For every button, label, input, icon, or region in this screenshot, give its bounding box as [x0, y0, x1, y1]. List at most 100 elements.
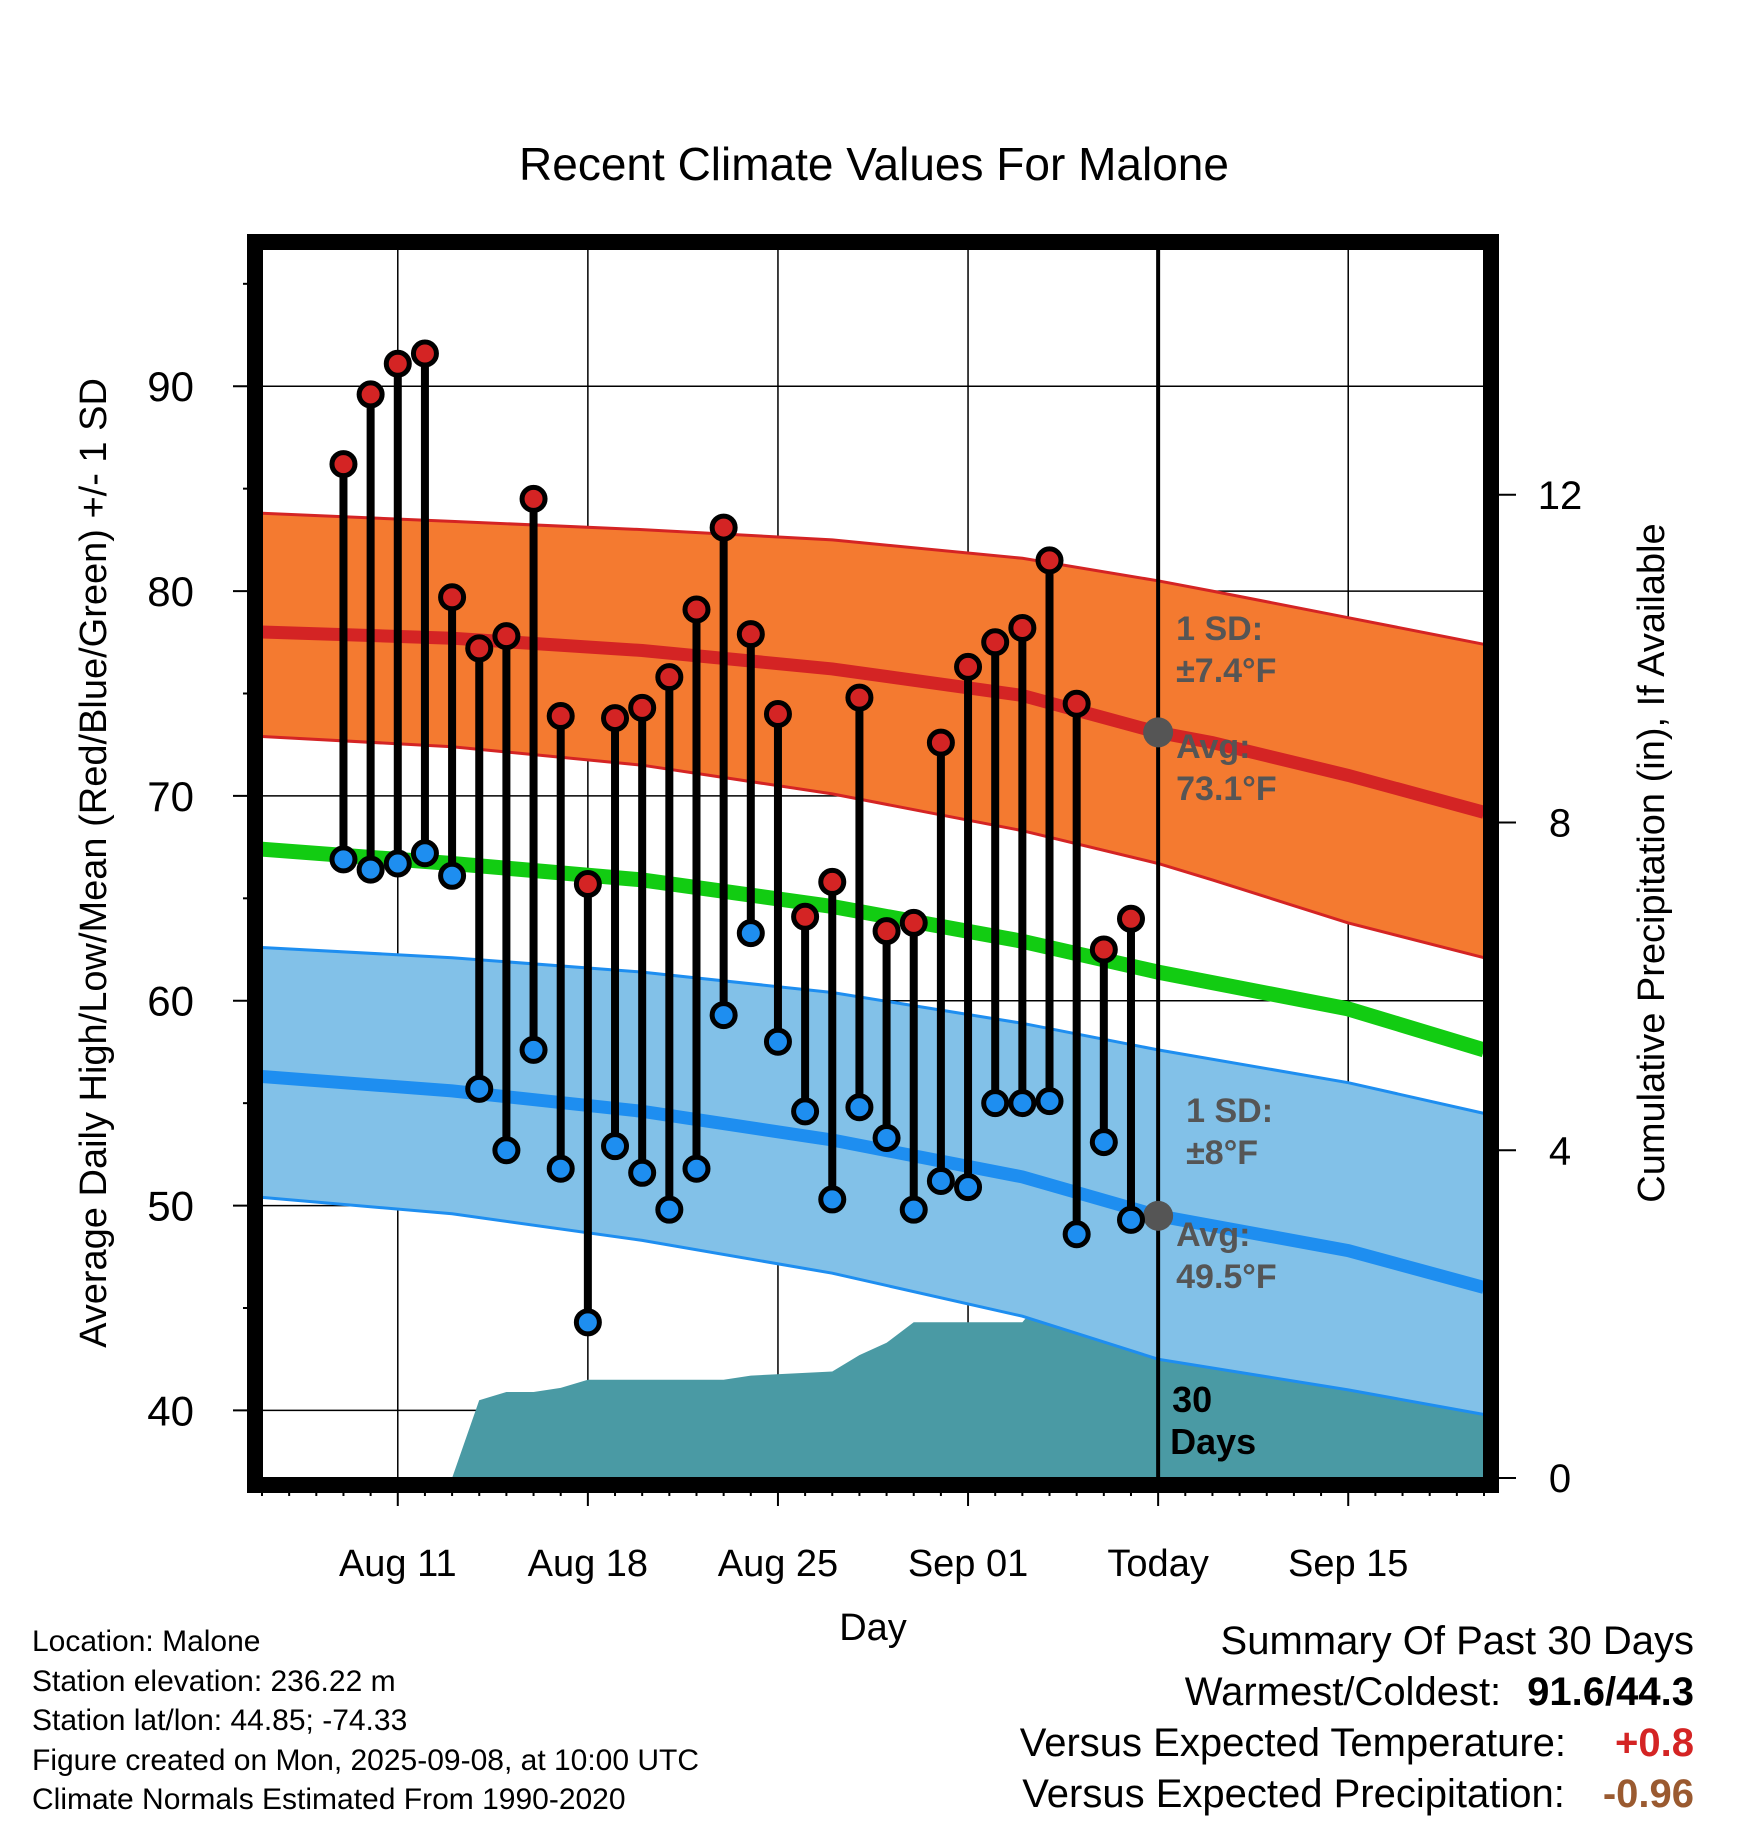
summary-title: Summary Of Past 30 Days	[1220, 1619, 1694, 1663]
obs-low-point	[872, 1123, 901, 1152]
obs-low-point	[519, 1035, 548, 1064]
precip-anomaly-label: Versus Expected Precipitation:	[1022, 1772, 1565, 1816]
summary-panel: Summary Of Past 30 Days Warmest/Coldest:…	[1020, 1616, 1694, 1820]
y-tick-label: 50	[147, 1183, 194, 1230]
obs-low-point	[981, 1089, 1010, 1118]
obs-high-point	[954, 652, 983, 681]
precip-anomaly-value: -0.96	[1602, 1772, 1694, 1816]
obs-low-point	[329, 845, 358, 874]
obs-high-point	[981, 628, 1010, 657]
obs-low-point	[954, 1173, 983, 1202]
obs-low-point	[818, 1185, 847, 1214]
y2-tick-label: 8	[1549, 802, 1571, 846]
low-sd-band	[262, 947, 1484, 1415]
obs-high-point	[818, 867, 847, 896]
obs-high-point	[926, 728, 955, 757]
normals-text: Climate Normals Estimated From 1990-2020	[32, 1783, 626, 1816]
obs-high-point	[329, 450, 358, 479]
low-sd-label: 1 SD:	[1186, 1092, 1273, 1130]
y2-axis-label: Cumulative Precipitation (in), If Availa…	[1631, 523, 1673, 1202]
y2-tick-label: 12	[1538, 474, 1583, 518]
high-avg-label: Avg:	[1176, 728, 1250, 766]
obs-high-point	[1008, 613, 1037, 642]
obs-high-point	[1035, 546, 1064, 575]
obs-low-point	[383, 849, 412, 878]
y-tick-label: 80	[147, 568, 194, 615]
today-low-avg-marker	[1143, 1200, 1174, 1231]
obs-low-point	[573, 1308, 602, 1337]
obs-low-point	[1116, 1205, 1145, 1234]
low-avg-label: Avg:	[1176, 1216, 1250, 1254]
obs-low-point	[1089, 1128, 1118, 1157]
plot-border	[247, 234, 1499, 1493]
low-sd-value: ±8°F	[1186, 1134, 1258, 1172]
obs-high-point	[1062, 689, 1091, 718]
plot-frame	[247, 234, 1499, 1493]
x-tick-label: Sep 15	[1288, 1543, 1408, 1585]
x-tick-label: Today	[1107, 1543, 1208, 1585]
y-tick-label: 70	[147, 773, 194, 820]
obs-high-point	[438, 583, 467, 612]
obs-high-point	[1116, 904, 1145, 933]
obs-high-point	[519, 484, 548, 513]
summary-precipitation: Versus Expected Precipitation: -0.96	[1020, 1769, 1694, 1820]
obs-high-point	[601, 704, 630, 733]
x-tick-label: Aug 18	[528, 1543, 648, 1585]
y2-tick-label: 0	[1549, 1457, 1571, 1501]
obs-high-point	[492, 622, 521, 651]
obs-high-point	[763, 699, 792, 728]
station-info: Location: Malone Station elevation: 236.…	[32, 1622, 699, 1820]
today-marker	[1143, 249, 1174, 1478]
warmest-coldest-label: Warmest/Coldest:	[1184, 1670, 1502, 1714]
obs-high-point	[573, 869, 602, 898]
axes: 40 50 60 70 80 90 0 4 8 12 Aug 11 Aug 18 Aug 25 Sep 0…	[73, 282, 1673, 1649]
obs-high-point	[682, 595, 711, 624]
obs-high-point	[410, 339, 439, 368]
obs-high-point	[356, 380, 385, 409]
high-sd-band	[262, 513, 1484, 958]
obs-low-point	[709, 1001, 738, 1030]
obs-low-point	[438, 861, 467, 890]
obs-low-point	[1008, 1089, 1037, 1118]
obs-high-point	[736, 620, 765, 649]
obs-low-point	[465, 1074, 494, 1103]
y-tick-label: 40	[147, 1387, 194, 1434]
latlon-text: Station lat/lon: 44.85; -74.33	[32, 1704, 408, 1737]
normal-bands	[261, 511, 1487, 1416]
warmest-coldest-value: 91.6/44.3	[1527, 1670, 1694, 1714]
obs-high-point	[655, 663, 684, 692]
elevation-text: Station elevation: 236.22 m	[32, 1664, 396, 1698]
high-sd-value: ±7.4°F	[1176, 652, 1276, 690]
obs-low-point	[845, 1093, 874, 1122]
obs-high-point	[546, 702, 575, 731]
obs-low-point	[1035, 1087, 1064, 1116]
obs-low-point	[899, 1195, 928, 1224]
obs-low-point	[682, 1154, 711, 1183]
obs-high-point	[899, 908, 928, 937]
high-avg-value: 73.1°F	[1176, 770, 1277, 808]
low-avg-value: 49.5°F	[1176, 1258, 1277, 1296]
created-text: Figure created on Mon, 2025-09-08, at 10…	[32, 1743, 700, 1777]
temp-anomaly-label: Versus Expected Temperature:	[1019, 1721, 1566, 1765]
today-high-avg-marker	[1143, 717, 1174, 748]
y-axis-label: Average Daily High/Low/Mean (Red/Blue/Gr…	[73, 378, 115, 1348]
obs-high-point	[791, 902, 820, 931]
obs-high-point	[872, 917, 901, 946]
obs-low-point	[492, 1136, 521, 1165]
x-tick-label: Aug 25	[718, 1543, 838, 1585]
obs-low-point	[655, 1195, 684, 1224]
temp-anomaly-value: +0.8	[1615, 1721, 1694, 1765]
x-tick-label: Aug 11	[339, 1543, 457, 1585]
low-sd-upper-line	[261, 946, 1485, 1115]
window-days-number: 30	[1172, 1379, 1212, 1420]
obs-low-point	[628, 1158, 657, 1187]
obs-high-point	[1089, 935, 1118, 964]
y-tick-label: 60	[147, 978, 194, 1025]
obs-low-point	[356, 855, 385, 884]
obs-high-point	[465, 634, 494, 663]
obs-low-point	[601, 1132, 630, 1161]
obs-low-point	[763, 1027, 792, 1056]
y-tick-label: 90	[147, 363, 194, 410]
obs-low-point	[736, 919, 765, 948]
